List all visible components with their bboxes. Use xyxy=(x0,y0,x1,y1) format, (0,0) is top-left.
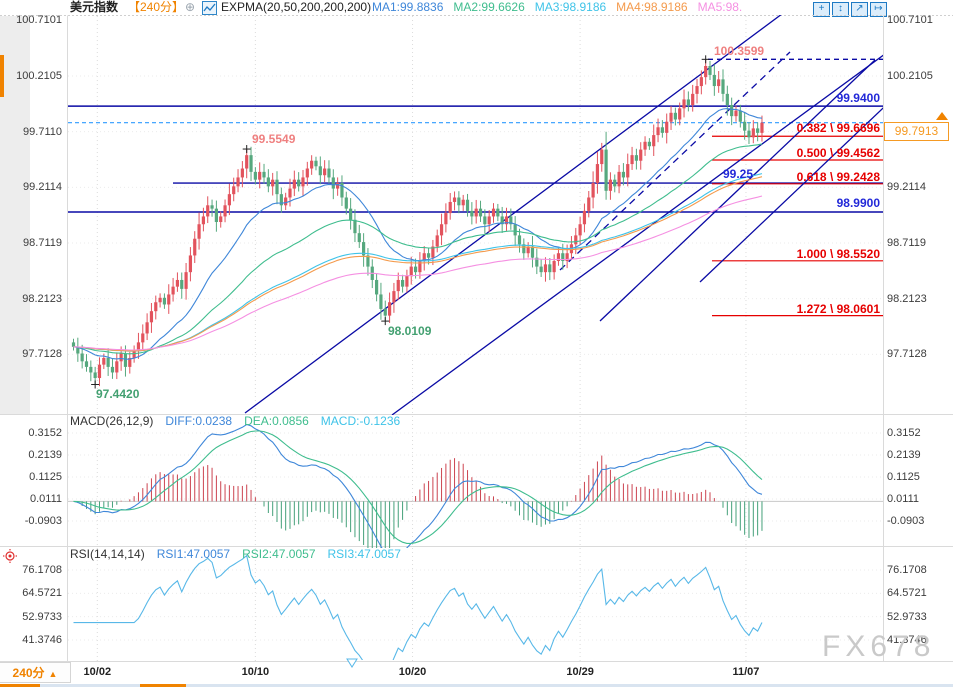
macd-header: MACD(26,12,9) DIFF:0.0238 DEA:0.0856 MACD:-… xyxy=(70,414,412,428)
add-indicator-icon[interactable]: ⊕ xyxy=(185,0,196,14)
price-axis-tick-right: 100.7101 xyxy=(887,14,933,27)
macd-axis-tick-right: 0.2139 xyxy=(887,449,921,461)
macd-header-value: DIFF:0.0238 xyxy=(165,414,233,428)
price-axis-tick-left: 98.7119 xyxy=(23,236,62,249)
price-axis-tick-left: 99.7110 xyxy=(23,125,62,138)
scrollbar-track[interactable] xyxy=(0,684,953,687)
macd-header-value: DEA:0.0856 xyxy=(244,414,309,428)
ma-value-label: MA3:98.9186 xyxy=(534,0,607,14)
period-tag[interactable]: 【240分】 xyxy=(128,0,185,14)
current-price-value: 99.7913 xyxy=(894,124,939,138)
rsi-axis-tick-right: 52.9733 xyxy=(887,610,927,623)
price-annotation: 98.9900 xyxy=(836,196,880,210)
macd-axis-tick-left: 0.2139 xyxy=(28,449,62,461)
ma-value-label: MA5:98. xyxy=(697,0,743,14)
period-selector-button[interactable]: 240分 ▲ xyxy=(0,662,71,683)
price-annotation: 1.272 \ 98.0601 xyxy=(796,302,880,316)
x-axis-label: 10/02 xyxy=(83,666,112,678)
ma-value-label: MA4:98.9186 xyxy=(616,0,688,14)
trend-tool-icon[interactable]: ↗ xyxy=(851,2,868,17)
rsi-axis-tick-right: 41.3746 xyxy=(887,633,927,646)
chart-header: 美元指数 【240分】 ⊕ EXPMA(20,50,200,200,200) M… xyxy=(0,0,953,17)
price-axis-tick-left: 100.7101 xyxy=(16,14,62,27)
line-chart-icon xyxy=(202,1,217,15)
scrollbar-thumb[interactable] xyxy=(140,684,186,687)
zoom-vertical-icon[interactable]: ↕ xyxy=(832,2,849,17)
watermark: FX678 xyxy=(822,630,936,663)
x-axis-label: 10/29 xyxy=(566,666,594,678)
price-axis-tick-right: 98.7119 xyxy=(887,236,926,249)
macd-axis-tick-right: 0.0111 xyxy=(887,492,920,505)
macd-header-value: MACD:-0.1236 xyxy=(320,414,401,428)
rsi-axis-tick-right: 76.1708 xyxy=(887,564,927,576)
macd-axis-tick-right: -0.0903 xyxy=(887,514,925,527)
x-axis-label: 10/10 xyxy=(241,666,270,678)
macd-axis-tick-left: 0.1125 xyxy=(29,470,62,483)
pan-tool-icon[interactable]: + xyxy=(813,2,830,17)
chevron-up-icon: ▲ xyxy=(48,669,58,679)
macd-axis-tick-right: 0.1125 xyxy=(887,470,920,483)
price-axis-tick-right: 98.2123 xyxy=(887,292,927,305)
price-annotation: 0.500 \ 99.4562 xyxy=(796,146,880,160)
rsi-header-value: RSI2:47.0057 xyxy=(242,547,316,561)
rsi-axis-tick-left: 76.1708 xyxy=(22,564,62,576)
current-price-box: 99.7913 xyxy=(884,122,949,141)
price-annotation: 0.382 \ 99.6696 xyxy=(796,121,880,135)
ma-value-label: MA1:99.8836 xyxy=(372,0,444,14)
price-axis-tick-right: 97.7128 xyxy=(887,348,927,361)
price-axis-tick-right: 99.2114 xyxy=(887,181,926,194)
price-annotation: 100.3599 xyxy=(714,44,765,58)
macd-axis-tick-right: 0.3152 xyxy=(887,427,921,440)
rsi-axis-tick-left: 41.3746 xyxy=(22,633,62,646)
price-annotation: 99.25 xyxy=(722,167,753,181)
price-annotation: 99.9400 xyxy=(836,91,880,105)
ma-value-label: MA2:99.6626 xyxy=(453,0,525,14)
price-annotation: 0.618 \ 99.2428 xyxy=(796,170,880,184)
x-axis-label: 11/07 xyxy=(732,666,760,678)
ma-values: MA1:99.8836 MA2:99.6626 MA3:98.9186 MA4:98.… xyxy=(372,0,752,15)
price-axis-tick-left: 98.2123 xyxy=(22,292,62,305)
price-axis-tick-left: 97.7128 xyxy=(22,348,62,361)
price-annotation: 97.4420 xyxy=(96,387,140,401)
rsi-axis-tick-right: 64.5721 xyxy=(887,587,927,600)
rsi-header: RSI(14,14,14) RSI1:47.0057 RSI2:47.0057 RSI… xyxy=(70,547,413,561)
price-annotation: 98.0109 xyxy=(388,324,432,338)
x-axis-label: 10/20 xyxy=(398,666,427,678)
rsi-header-value: RSI1:47.0057 xyxy=(156,547,231,561)
chart-toolbar: + ↕ ↗ ↦ xyxy=(811,2,887,17)
rsi-header-value: RSI3:47.0057 xyxy=(327,547,401,561)
price-axis-tick-left: 100.2105 xyxy=(16,69,62,82)
scrollbar-thumb[interactable] xyxy=(0,684,40,687)
period-selector-label: 240分 xyxy=(12,666,45,680)
rsi-axis-tick-left: 64.5721 xyxy=(22,587,62,600)
price-axis-tick-left: 99.2114 xyxy=(23,181,62,194)
expma-label: EXPMA(20,50,200,200,200) xyxy=(221,0,372,14)
macd-axis-tick-left: 0.3152 xyxy=(28,427,62,440)
symbol-title: 美元指数 xyxy=(70,0,119,14)
rsi-header-value: RSI(14,14,14) xyxy=(70,547,145,561)
rsi-axis-tick-left: 52.9733 xyxy=(22,610,62,623)
expand-right-icon[interactable]: ↦ xyxy=(870,2,887,17)
macd-axis-tick-left: -0.0903 xyxy=(24,514,62,527)
price-up-arrow-icon xyxy=(936,112,948,120)
macd-axis-tick-left: 0.0111 xyxy=(29,492,62,505)
price-annotation: 99.5549 xyxy=(252,132,296,146)
macd-header-value: MACD(26,12,9) xyxy=(70,414,154,428)
price-axis-tick-right: 100.2105 xyxy=(887,69,933,82)
price-annotation: 1.000 \ 98.5520 xyxy=(796,247,880,261)
